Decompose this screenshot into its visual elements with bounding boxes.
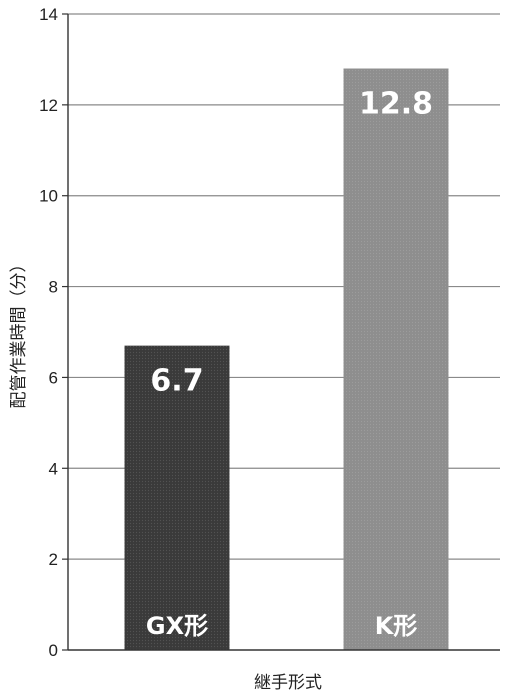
y-tick-label: 0 — [49, 641, 58, 660]
bar-texture — [343, 68, 449, 650]
value-label: 12.8 — [359, 87, 433, 122]
y-tick-label: 4 — [49, 459, 58, 478]
category-label: GX形 — [146, 612, 208, 640]
bars — [124, 68, 449, 650]
y-tick-label: 14 — [39, 5, 58, 24]
y-axis-title: 配管作業時間（分） — [9, 256, 29, 409]
y-tick-label: 12 — [39, 96, 58, 115]
y-tick-label: 8 — [49, 278, 58, 297]
axes: 0 2 4 6 8 10 12 14 — [39, 5, 500, 660]
category-label: K形 — [375, 612, 418, 640]
x-axis-title: 継手形式 — [254, 673, 322, 693]
y-tick-label: 2 — [49, 550, 58, 569]
y-tick-label: 10 — [39, 187, 58, 206]
bar-texture — [124, 345, 230, 650]
y-tick-label: 6 — [49, 368, 58, 387]
value-label: 6.7 — [150, 364, 203, 399]
labels: 6.7 GX形 12.8 K形 — [146, 87, 433, 640]
